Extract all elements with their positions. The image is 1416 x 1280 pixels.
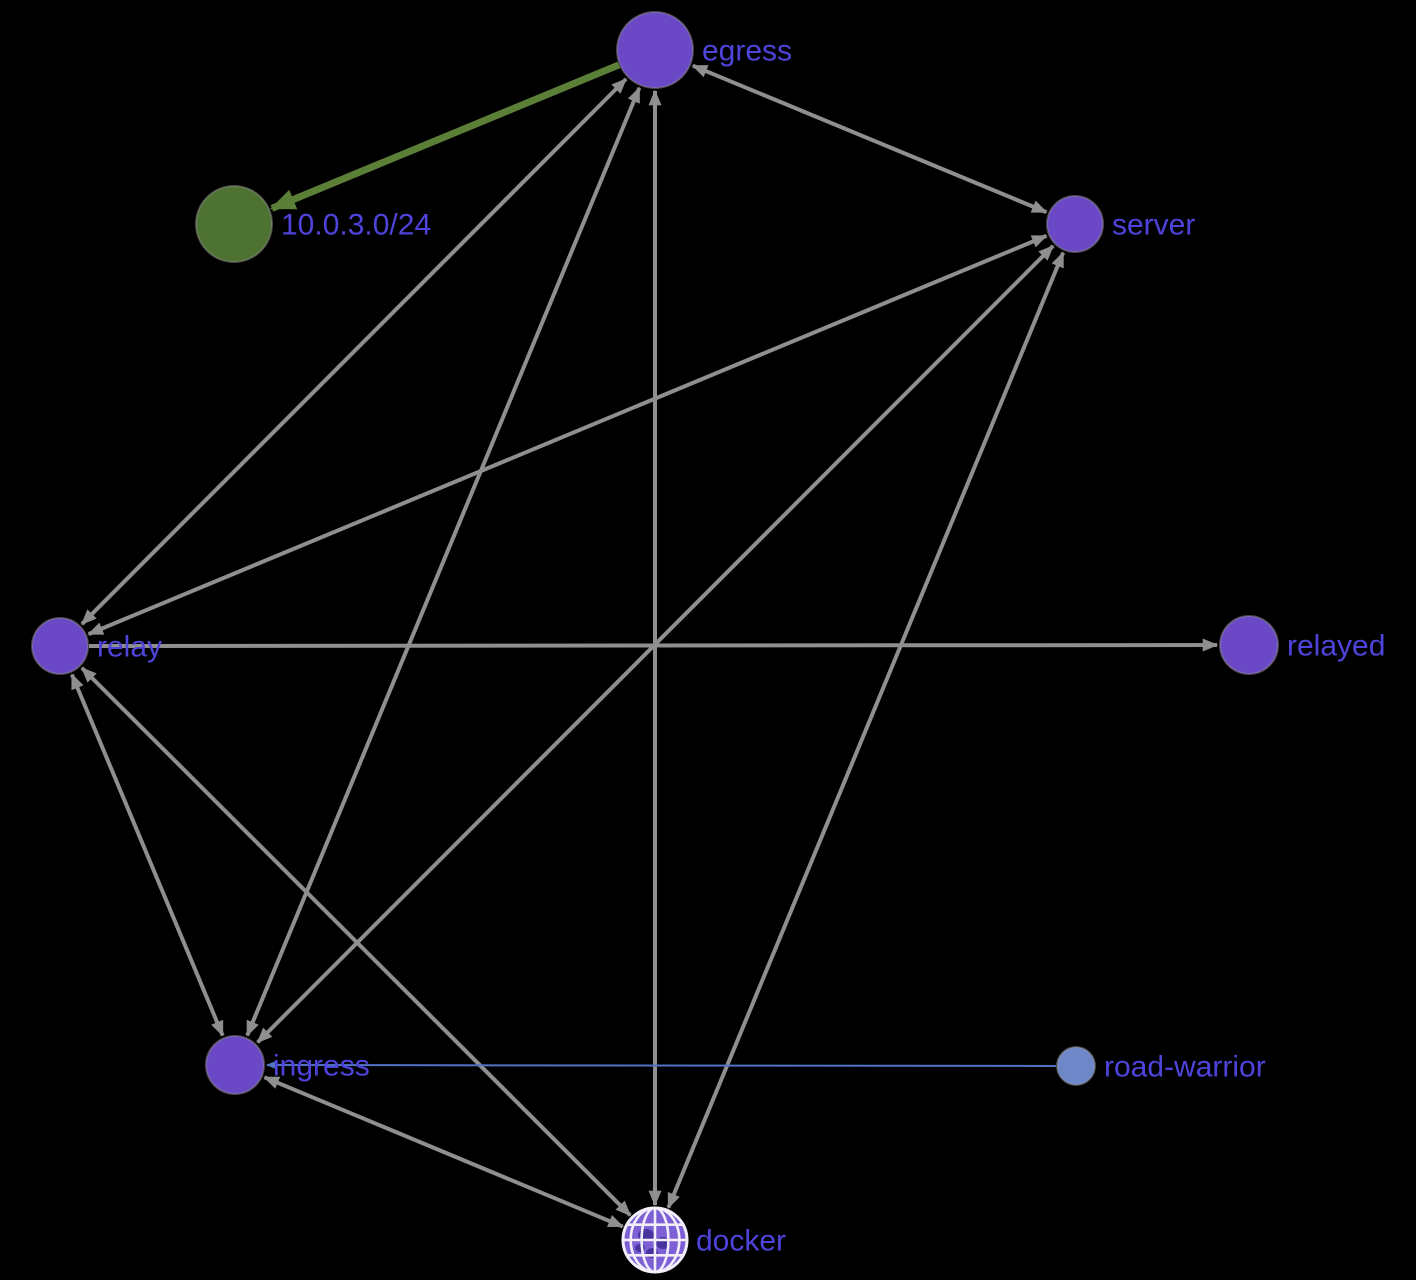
node-label-egress: egress [702,35,792,68]
node-label-ingress: ingress [273,1050,370,1083]
edge-relay-relayed [88,638,1219,652]
edge-egress-relay [80,77,628,626]
node-label-relayed: relayed [1287,630,1385,663]
node-label-docker: docker [696,1225,786,1258]
node-label-relay: relay [97,631,162,664]
edge-relay-ingress [70,673,225,1037]
node-label-road-warrior: road-warrior [1104,1051,1266,1084]
edge-server-docker [666,251,1066,1209]
node-relay[interactable] [31,617,89,675]
node-server[interactable] [1046,195,1104,253]
edge-server-relay [87,234,1048,636]
node-ingress[interactable] [205,1035,265,1095]
edge-ingress-docker [263,1075,624,1229]
edge-road-warrior-ingress [266,1060,1057,1070]
node-road-warrior[interactable] [1056,1046,1096,1086]
node-relayed[interactable] [1219,615,1279,675]
node-docker-globe-icon[interactable] [621,1206,689,1274]
node-label-server: server [1112,209,1195,242]
node-subnet[interactable] [195,185,273,263]
node-egress[interactable] [616,11,694,89]
edge-egress-server [691,63,1048,214]
node-label-subnet: 10.0.3.0/24 [281,209,431,242]
